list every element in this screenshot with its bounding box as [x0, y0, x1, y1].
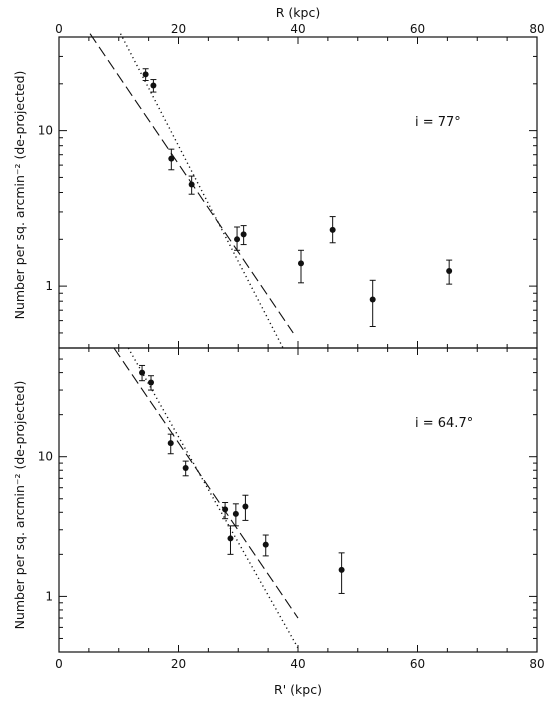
data-marker	[168, 155, 175, 162]
data-marker	[329, 226, 336, 233]
panel-bottom-tick-labels: 0 20 40 60 80 1 10	[38, 450, 545, 671]
data-point	[234, 226, 241, 251]
panel-top-data-points	[142, 68, 453, 327]
data-point	[150, 79, 157, 93]
data-point	[142, 68, 149, 82]
x-tick-label: 60	[410, 22, 425, 36]
panel-top-ticks	[58, 36, 538, 349]
y-tick-label: 1	[45, 589, 53, 603]
panel-top-tick-labels: 0 20 40 60 80 1 10	[38, 22, 545, 293]
data-marker	[150, 82, 157, 89]
data-point	[182, 460, 189, 477]
x-tick-label: 20	[171, 22, 186, 36]
data-marker	[446, 268, 453, 275]
x-tick-label: 40	[290, 657, 305, 671]
panel-bottom-data-points	[139, 364, 345, 594]
data-marker	[338, 566, 345, 573]
panel-bottom-inclination-label: i = 64.7°	[415, 416, 473, 431]
data-point	[227, 525, 234, 555]
panel-bottom-ticks	[58, 347, 538, 653]
data-point	[222, 502, 229, 520]
x-tick-label: 80	[529, 22, 544, 36]
data-marker	[242, 503, 249, 510]
x-tick-label: 40	[290, 22, 305, 36]
data-marker	[227, 535, 234, 542]
y-tick-label: 10	[38, 124, 53, 138]
data-marker	[188, 181, 195, 188]
x-tick-label: 60	[410, 657, 425, 671]
data-marker	[369, 296, 376, 303]
data-marker	[232, 510, 239, 517]
panel-top-y-axis-title: Number per sq. arcmin⁻² (de-projected)	[12, 71, 27, 320]
data-point	[232, 503, 239, 527]
data-point	[242, 494, 249, 521]
x-tick-label: 0	[55, 657, 63, 671]
data-point	[188, 175, 195, 195]
data-marker	[240, 231, 247, 238]
data-marker	[297, 260, 304, 267]
data-point	[329, 216, 336, 244]
panel-bottom-x-axis-title: R' (kpc)	[274, 682, 322, 697]
data-point	[262, 534, 269, 557]
x-tick-label: 20	[171, 657, 186, 671]
panel-bottom-y-axis-title: Number per sq. arcmin⁻² (de-projected)	[12, 381, 27, 630]
data-marker	[234, 236, 241, 243]
data-point	[446, 259, 453, 285]
data-marker	[139, 369, 146, 376]
data-marker	[148, 379, 155, 386]
fit-line-dashed	[113, 347, 299, 619]
data-point	[139, 364, 146, 382]
panel-bottom-frame	[58, 347, 538, 653]
data-point	[240, 225, 247, 246]
data-point	[148, 375, 155, 391]
data-point	[369, 279, 376, 327]
panel-top-frame	[58, 36, 538, 349]
panel-top: 0 20 40 60 80 1 10 R (kpc) Number per sq. arcm…	[12, 5, 545, 349]
panel-top-x-axis-title: R (kpc)	[276, 5, 320, 20]
data-marker	[222, 506, 229, 513]
y-tick-label: 10	[38, 450, 53, 464]
data-marker	[167, 440, 174, 447]
data-marker	[182, 465, 189, 472]
x-tick-label: 80	[529, 657, 544, 671]
x-tick-label: 0	[55, 22, 63, 36]
data-point	[167, 433, 174, 455]
panel-top-inclination-label: i = 77°	[415, 115, 461, 130]
fit-line-dotted	[119, 33, 284, 349]
data-point	[297, 249, 304, 284]
data-marker	[262, 541, 269, 548]
data-point	[338, 552, 345, 594]
data-point	[168, 148, 175, 171]
panel-bottom: 0 20 40 60 80 1 10 R' (kpc) Number per sq. arc…	[12, 347, 545, 697]
data-marker	[142, 71, 149, 78]
panel-bottom-fit-lines	[113, 347, 300, 650]
fit-line-dotted	[127, 347, 300, 650]
y-tick-label: 1	[45, 279, 53, 293]
